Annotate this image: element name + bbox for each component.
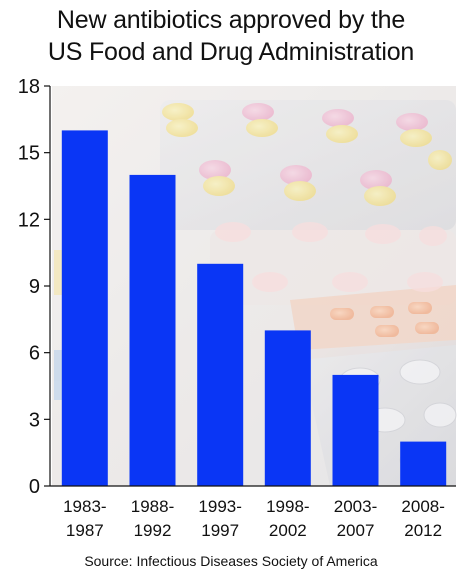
chart-title-line-2: US Food and Drug Administration [47,38,415,66]
x-tick-label: 1988-1992 [131,497,174,540]
y-tick-label: 15 [18,143,40,165]
x-tick-label: 1998-2002 [266,497,309,540]
y-tick-label: 18 [18,76,40,98]
y-tick-label: 6 [29,343,40,365]
x-axis-ticks: 1983-1987 1988-1992 1993-1997 1998-2002 2003… [63,497,445,540]
bar-2003-2007 [332,374,379,486]
y-tick-label: 3 [29,409,40,431]
x-tick-label: 2003-2007 [334,497,377,540]
bar-2008-2012 [400,441,447,486]
bars [61,130,447,486]
x-tick-label: 1993-1997 [198,497,241,540]
background-photo [52,86,457,486]
bar-1988-1992 [129,174,176,486]
bar-1998-2002 [264,330,311,486]
y-tick-label: 9 [29,276,40,298]
source-note: Source: Infectious Diseases Society of A… [84,553,378,569]
y-tick-label: 12 [18,209,40,231]
x-tick-label: 2008-2012 [401,497,444,540]
bar-1983-1987 [61,130,108,486]
y-axis-ticks: 0 3 6 9 12 15 18 [18,76,50,498]
x-tick-label: 1983-1987 [63,497,106,540]
bar-1993-1997 [197,263,244,486]
y-tick-label: 0 [29,476,40,498]
chart-title-line-1: New antibiotics approved by the [56,6,406,34]
